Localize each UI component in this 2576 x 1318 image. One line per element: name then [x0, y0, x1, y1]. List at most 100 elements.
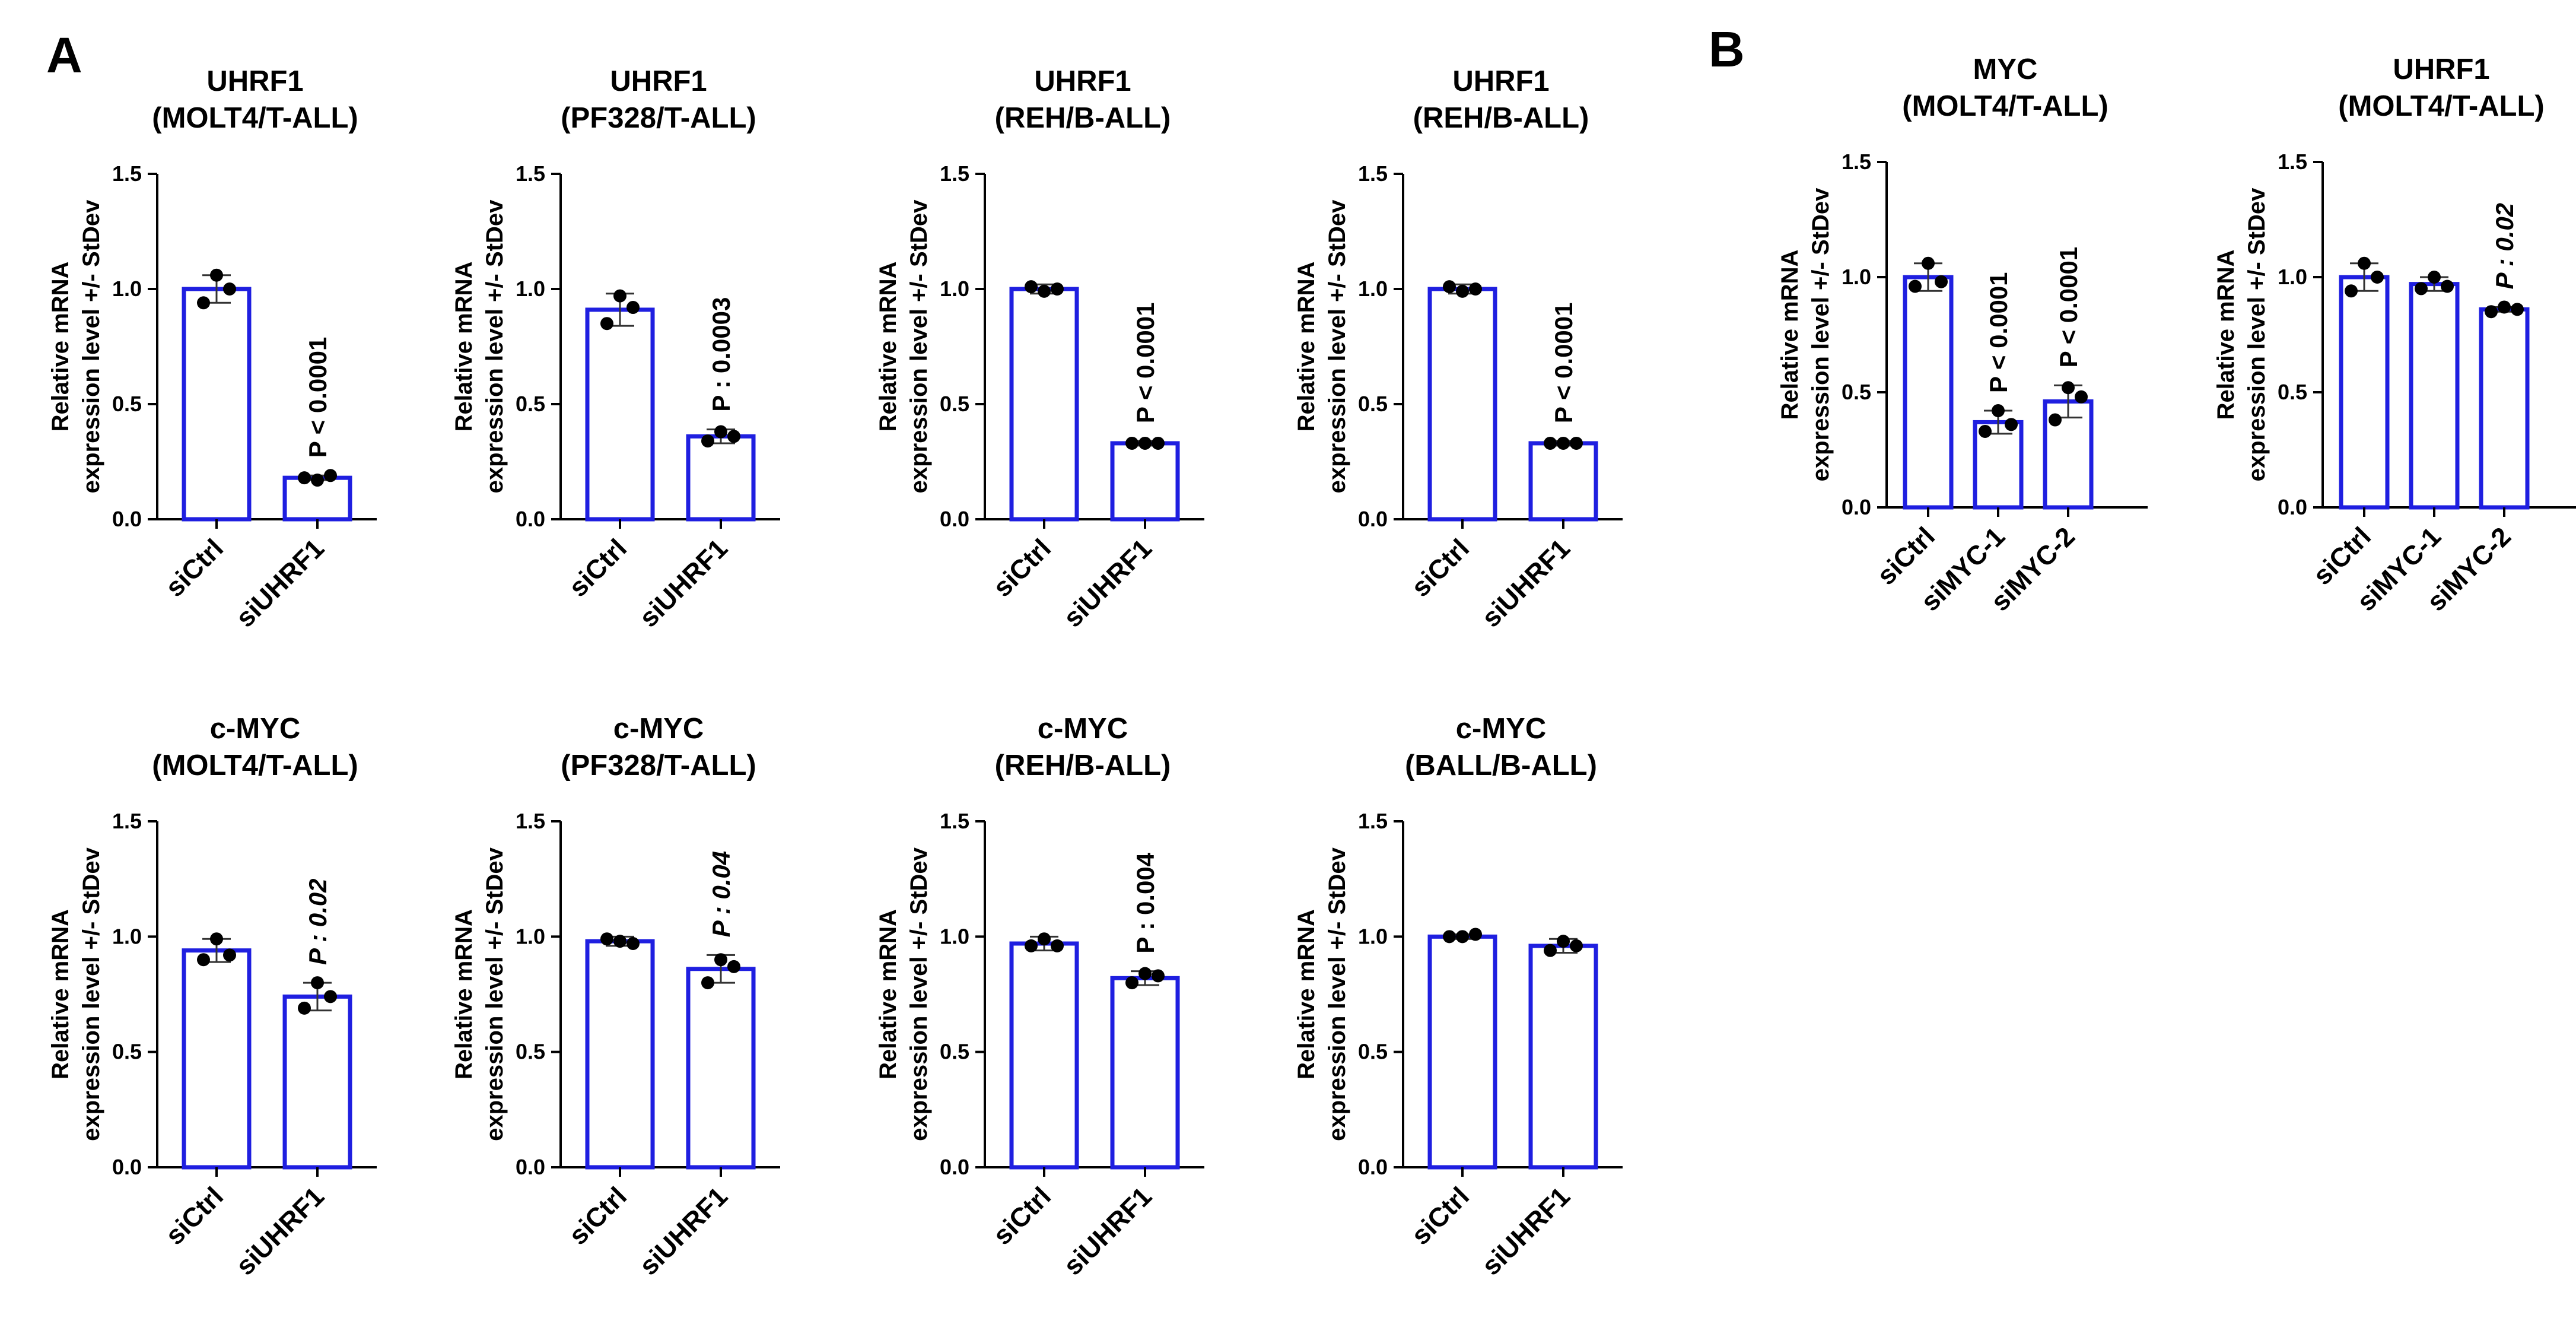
y-axis-label-line: Relative mRNA [1777, 250, 1803, 420]
x-category-label: siCtrl [1405, 1181, 1475, 1250]
p-value-annotation: P < 0.0001 [1985, 272, 2012, 393]
x-category-label: siUHRF1 [1475, 1181, 1576, 1281]
bar-siCtrl [585, 307, 655, 522]
x-category-label: siUHRF1 [230, 533, 330, 633]
data-point [1935, 275, 1948, 288]
data-point [1469, 282, 1482, 296]
y-tick-label: 1.0 [1358, 277, 1388, 301]
data-point [311, 976, 324, 990]
y-tick-label: 1.0 [112, 277, 142, 301]
x-category-label: siCtrl [563, 1181, 632, 1250]
panel-letter-a: A [46, 27, 82, 83]
chart-5: MYC (MOLT4/T-ALL) Relative mRNA expression … [1777, 53, 2148, 617]
data-point [298, 471, 311, 485]
y-tick-label: 1.5 [112, 161, 142, 186]
y-tick-label: 1.5 [1842, 150, 1871, 174]
x-category-label: siCtrl [160, 533, 229, 602]
data-point [1557, 436, 1570, 450]
data-point [727, 960, 740, 973]
y-tick-label: 0.0 [516, 1155, 545, 1179]
y-tick-label: 1.0 [112, 924, 142, 948]
chart-title-line: UHRF1 [1452, 65, 1549, 97]
bar-siUHRF1 [1528, 441, 1598, 522]
chart-title-line: UHRF1 [1034, 65, 1131, 97]
y-tick-label: 0.0 [1358, 507, 1388, 531]
data-point [1456, 930, 1469, 944]
bar-siCtrl [2339, 275, 2390, 510]
panel-letter-b: B [1709, 21, 1745, 77]
chart-9: c-MYC (REH/B-ALL) Relative mRNA expression … [875, 713, 1204, 1281]
y-tick-label: 0.0 [516, 507, 545, 531]
data-point [727, 430, 740, 443]
x-category-label: siUHRF1 [1475, 533, 1576, 633]
data-point [1469, 928, 1482, 941]
x-category-label: siUHRF1 [230, 1181, 330, 1281]
chart-7: c-MYC (MOLT4/T-ALL) Relative mRNA expressio… [47, 713, 377, 1281]
data-point [1922, 256, 1935, 270]
chart-8: c-MYC (PF328/T-ALL) Relative mRNA expressio… [451, 713, 780, 1281]
y-tick-label: 0.0 [1358, 1155, 1388, 1179]
data-point [1038, 932, 1051, 946]
y-tick-label: 1.0 [1358, 924, 1388, 948]
data-point [2498, 300, 2511, 314]
y-tick-label: 0.5 [940, 392, 969, 416]
y-tick-label: 0.5 [1358, 1040, 1388, 1064]
data-point [1557, 935, 1570, 948]
bar-siUHRF1 [1528, 944, 1598, 1170]
bar-siUHRF1 [282, 994, 352, 1170]
y-tick-label: 0.5 [1358, 392, 1388, 416]
chart-title-line: (BALL/B-ALL) [1405, 749, 1597, 782]
data-point [1979, 424, 1992, 438]
data-point [1544, 436, 1557, 450]
data-point [2511, 303, 2524, 316]
y-axis-label-line: Relative mRNA [875, 262, 901, 432]
x-category-label: siUHRF1 [633, 1181, 733, 1281]
bar-siCtrl [182, 948, 252, 1170]
data-point [600, 317, 613, 331]
y-tick-label: 0.0 [2278, 495, 2307, 519]
charts-root: UHRF1 (MOLT4/T-ALL) Relative mRNA expressio… [47, 53, 2576, 1281]
x-category-label: siCtrl [160, 1181, 229, 1250]
chart-title-line: c-MYC [613, 713, 704, 745]
p-value-annotation: P : 0.0003 [707, 297, 735, 412]
bar-siMYC-2 [2479, 307, 2530, 510]
data-point [701, 976, 714, 990]
data-point [1051, 939, 1064, 952]
bar-siCtrl [1009, 941, 1079, 1170]
bar-siCtrl [1903, 275, 1954, 510]
chart-title-line: (REH/B-ALL) [995, 102, 1171, 134]
data-point [311, 474, 324, 487]
data-point [626, 301, 640, 315]
x-category-label: siCtrl [987, 1181, 1057, 1250]
data-point [223, 948, 236, 962]
data-point [1570, 939, 1583, 952]
chart-10: c-MYC (BALL/B-ALL) Relative mRNA expression… [1293, 713, 1623, 1281]
chart-2: UHRF1 (PF328/T-ALL) Relative mRNA expressio… [451, 65, 780, 633]
data-point [626, 936, 640, 950]
data-point [2415, 282, 2428, 296]
y-tick-label: 1.0 [516, 277, 545, 301]
chart-title-line: (MOLT4/T-ALL) [152, 749, 358, 782]
data-point [1138, 436, 1152, 450]
x-category-label: siUHRF1 [633, 533, 733, 633]
y-axis-label-line: Relative mRNA [451, 262, 477, 432]
bar-siCtrl [585, 939, 655, 1170]
y-axis-label-line: expression level +/- StDev [906, 847, 932, 1141]
data-point [2358, 256, 2371, 270]
chart-4: UHRF1 (REH/B-ALL) Relative mRNA expression … [1293, 65, 1623, 633]
data-point [600, 932, 613, 946]
bar-siCtrl [182, 287, 252, 522]
data-point [210, 268, 223, 282]
data-point [223, 282, 236, 296]
data-point [2049, 413, 2062, 427]
y-tick-label: 1.0 [516, 924, 545, 948]
x-category-label: siCtrl [1405, 533, 1475, 602]
y-tick-label: 0.5 [1842, 380, 1871, 404]
y-tick-label: 1.0 [940, 277, 969, 301]
chart-title-line: UHRF1 [2393, 53, 2489, 85]
data-point [714, 425, 727, 439]
data-point [210, 932, 223, 946]
data-point [701, 434, 714, 448]
p-value-annotation: P : 0.04 [707, 851, 735, 938]
data-point [2371, 271, 2384, 284]
